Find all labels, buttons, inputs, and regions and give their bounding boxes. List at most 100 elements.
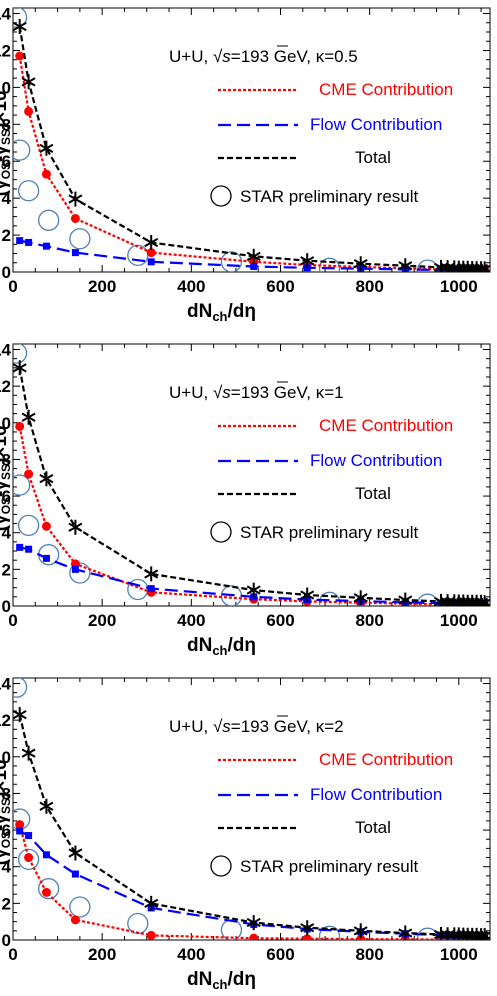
plot-frame — [12, 343, 491, 607]
flow-data-point — [16, 543, 24, 551]
y-tick-label: 2 — [2, 226, 11, 245]
y-tick-label: 4 — [2, 524, 12, 543]
x-tick-label: 600 — [266, 611, 294, 630]
y-tick-label: 12 — [0, 711, 11, 730]
chart-panel-2: 0 200 400 600 800 1000 0 2 4 6 8 10 12 14 dNch/dη (γOS-… — [0, 340, 491, 658]
flow-data-point — [25, 238, 33, 246]
y-tick-label: 10 — [0, 78, 11, 97]
total-data-point — [477, 261, 490, 272]
sqrt-symbol: √ — [213, 717, 223, 736]
cme-data-point — [41, 521, 51, 531]
flow-data-point — [147, 585, 155, 593]
flow-data-point — [71, 565, 79, 573]
cme-data-point — [41, 169, 51, 179]
total-data-point — [144, 895, 159, 911]
total-data-point — [144, 235, 159, 250]
x-tick-label: 0 — [8, 277, 17, 296]
legend-flow-label: Flow Contribution — [310, 451, 442, 470]
y-tick-label: 14 — [0, 340, 12, 359]
cme-data-point — [15, 820, 25, 830]
star-data-point — [17, 180, 40, 202]
data-layer — [13, 678, 490, 940]
y-tick-label: 14 — [0, 674, 12, 693]
plot-frame — [12, 7, 491, 273]
total-data-point — [68, 519, 83, 535]
legend-total-label: Total — [355, 484, 391, 503]
sqrt-symbol: √ — [213, 47, 223, 66]
total-data-point — [398, 925, 413, 940]
star-data-point — [17, 514, 40, 537]
total-data-point — [246, 582, 261, 598]
x-tick-label: 400 — [177, 611, 205, 630]
flow-data-point — [25, 545, 33, 553]
total-data-point — [246, 248, 261, 264]
star-data-point — [69, 228, 91, 250]
y-axis-label: (γOS-γSS)×104 — [0, 418, 13, 531]
y-tick-label: 0 — [2, 263, 11, 282]
x-tick-label: 600 — [266, 945, 294, 964]
y-tick-label: 8 — [2, 450, 11, 469]
y-tick-label: 10 — [0, 748, 11, 767]
cme-data-point — [41, 887, 51, 897]
star-data-point — [127, 244, 149, 267]
legend-cme-label: CME Contribution — [319, 80, 453, 99]
y-tick-label: 4 — [2, 189, 12, 208]
legend-total-label: Total — [355, 148, 391, 167]
star-data-point — [38, 878, 60, 900]
legend-cme-label: CME Contribution — [319, 750, 453, 769]
flow-data-point — [42, 242, 50, 250]
star-data-point — [127, 912, 149, 935]
x-tick-label: 1000 — [440, 611, 478, 630]
legend-flow-label: Flow Contribution — [310, 785, 442, 804]
star-data-point — [69, 562, 91, 584]
legend-star-swatch — [210, 185, 232, 207]
legend-star-swatch — [210, 855, 232, 877]
cme-data-point — [70, 915, 80, 925]
y-tick-label: 12 — [0, 377, 11, 396]
y-tick-label: 8 — [2, 115, 11, 134]
y-tick-label: 14 — [0, 5, 12, 24]
flow-data-point — [16, 237, 24, 245]
total-data-point — [68, 845, 83, 861]
y-tick-label: 6 — [2, 152, 11, 171]
star-data-point — [13, 139, 31, 161]
star-data-point — [318, 257, 341, 272]
x-tick-label: 200 — [88, 277, 116, 296]
y-axis-label: (γOS-γSS)×104 — [0, 752, 13, 865]
flow-data-point — [71, 249, 79, 257]
y-tick-label: 0 — [2, 597, 11, 616]
total-data-point — [353, 923, 368, 939]
total-data-point — [13, 19, 27, 34]
panel-annotation: U+U, √s=193 GeV, κ=2 — [169, 717, 344, 736]
total-data-point — [246, 915, 261, 931]
data-layer — [13, 344, 490, 606]
y-tick-label: 0 — [2, 931, 11, 950]
x-axis-label: dNch/dη — [187, 969, 256, 992]
sqrt-symbol: √ — [213, 383, 223, 402]
y-tick-label: 2 — [2, 560, 11, 579]
total-data-point — [39, 798, 54, 814]
legend-flow-label: Flow Contribution — [310, 115, 442, 134]
star-data-point — [38, 209, 60, 231]
flow-data-point — [71, 870, 79, 878]
total-data-point — [398, 258, 413, 272]
total-data-point — [300, 253, 315, 269]
data-layer — [13, 8, 490, 272]
cme-data-point — [15, 421, 25, 431]
cme-data-point — [302, 934, 312, 940]
total-data-point — [300, 920, 315, 936]
legend-star-label: STAR preliminary result — [240, 857, 419, 876]
cme-data-point — [70, 213, 80, 223]
total-data-point — [398, 592, 413, 606]
x-tick-label: 200 — [88, 945, 116, 964]
legend-total-label: Total — [355, 818, 391, 837]
cme-data-point — [24, 106, 34, 116]
x-tick-label: 400 — [177, 277, 205, 296]
cme-data-point — [24, 853, 34, 863]
y-tick-label: 4 — [2, 858, 12, 877]
panel-annotation: U+U, √s=193 GeV, κ=0.5 — [169, 47, 358, 66]
total-data-point — [477, 928, 490, 940]
x-tick-label: 0 — [8, 945, 17, 964]
x-tick-label: 1000 — [440, 277, 478, 296]
